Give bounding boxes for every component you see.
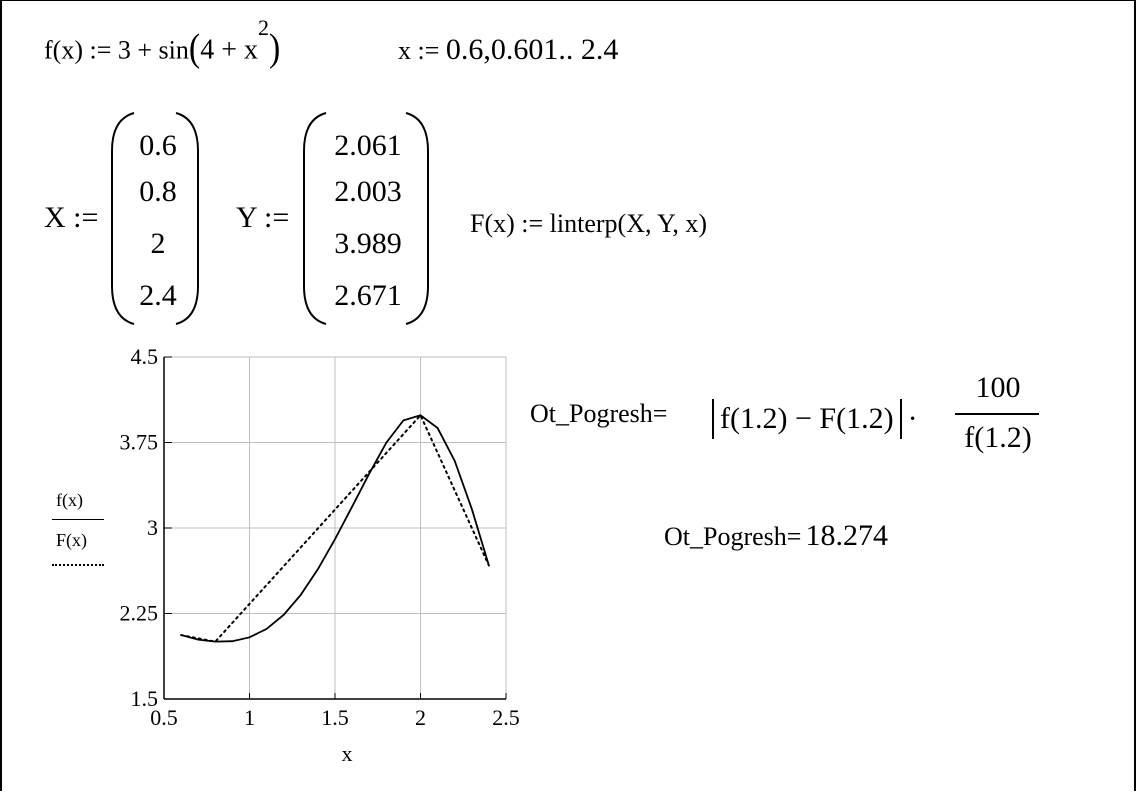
x-tick-label: 1.5 <box>321 705 349 730</box>
error-formula-eq: = <box>652 399 668 428</box>
error-result-value: 18.274 <box>805 519 888 552</box>
x-matrix-right-bracket <box>175 112 199 325</box>
range-definition-rhs: 0.6,0.601.. 2.4 <box>445 33 619 66</box>
x-tick-label: 2.5 <box>492 705 520 730</box>
y-tick-label: 4.5 <box>131 344 159 369</box>
x-tick-label: 2 <box>415 705 426 730</box>
y-matrix-left-bracket <box>303 112 327 325</box>
error-result-lhs: Ot_Pogresh <box>664 522 787 551</box>
y-label-F: F(x) <box>56 530 87 550</box>
series-f-function-line <box>180 414 490 643</box>
error-formula-numerator: 100 <box>975 371 1021 404</box>
legend-dotted-line <box>52 564 104 566</box>
y-matrix-label: Y := <box>236 201 290 234</box>
fraction-bar <box>955 413 1039 415</box>
error-formula-abs: f(1.2) − F(1.2) <box>712 399 902 439</box>
interpolation-definition: F(x) := linterp(X, Y, x) <box>470 209 708 238</box>
y-tick-label: 2.25 <box>120 601 159 626</box>
x-matrix-left-bracket <box>111 112 135 325</box>
x-tick-label: 1 <box>244 705 255 730</box>
y-tick-label: 3 <box>147 515 158 540</box>
x-tick-label: 0.5 <box>150 705 178 730</box>
x-matrix-cell: 2 <box>150 227 166 260</box>
plot-grid <box>163 356 507 700</box>
x-matrix-cell: 0.6 <box>139 129 177 162</box>
x-matrix-label: X := <box>44 201 99 234</box>
error-formula: Ot_Pogresh= <box>530 401 667 427</box>
y-matrix-cell: 2.003 <box>334 175 402 208</box>
error-formula-body: f(1.2) − F(1.2) · <box>712 399 918 439</box>
series-F-interp-line <box>180 413 490 643</box>
y-matrix-cell: 2.061 <box>334 129 402 162</box>
range-definition: x := 0.6,0.601.. 2.4 <box>398 35 618 65</box>
y-matrix-right-bracket <box>405 112 429 325</box>
function-definition-left: f(x) := 3 + sin <box>44 35 189 65</box>
function-definition: f(x) := 3 + sin(4 + x2) <box>44 15 281 70</box>
plot-ticks: 0.5 1 1.5 2 2.5 1.5 2.25 3 3.75 4.5 <box>120 344 520 730</box>
error-result: Ot_Pogresh= 18.274 <box>664 521 888 551</box>
error-formula-lhs: Ot_Pogresh <box>530 399 653 428</box>
y-tick-label: 3.75 <box>120 430 159 455</box>
y-label-f: f(x) <box>56 490 83 510</box>
x-axis-label: x <box>342 741 353 766</box>
x-matrix-cell: 0.8 <box>139 175 177 208</box>
legend-solid-line <box>52 519 104 520</box>
plot-series <box>180 413 490 643</box>
error-result-eq: = <box>786 522 802 551</box>
error-formula-denominator: f(1.2) <box>964 421 1032 454</box>
y-matrix-cell: 2.671 <box>334 279 402 312</box>
y-tick-label: 1.5 <box>131 686 159 711</box>
function-definition-exponent: 2 <box>258 15 269 40</box>
x-matrix-cell: 2.4 <box>139 279 177 312</box>
range-definition-lhs: x := <box>398 36 446 65</box>
y-matrix-cell: 3.989 <box>334 227 402 260</box>
function-definition-inner: 4 + x <box>200 34 258 66</box>
